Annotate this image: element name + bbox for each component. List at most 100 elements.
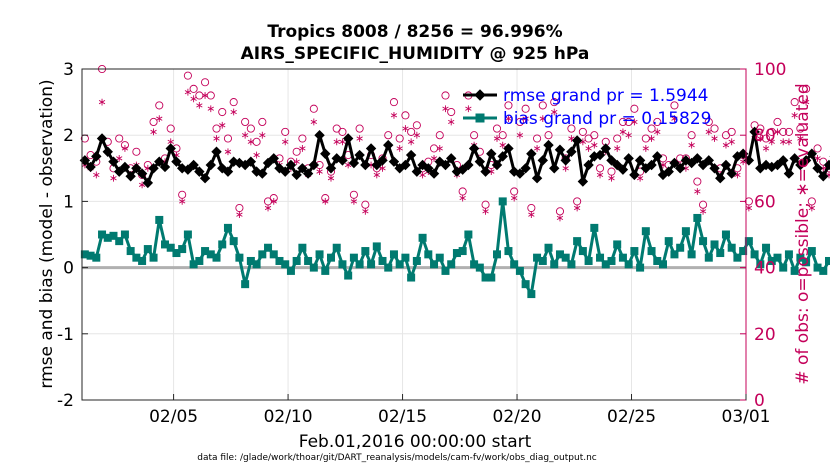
bias-point <box>487 273 496 282</box>
rmse-point <box>606 155 617 166</box>
obs-evaluated-marker <box>93 171 100 179</box>
obs-possible-marker <box>670 101 679 110</box>
obs-evaluated-marker <box>333 138 340 146</box>
obs-evaluated-marker <box>528 211 535 219</box>
obs-possible-marker <box>412 121 421 130</box>
bias-point <box>561 253 570 262</box>
bias-point <box>584 256 593 265</box>
bias-point <box>515 266 524 275</box>
obs-possible-marker <box>223 134 233 143</box>
legend-label-bias: bias grand pr = 0.15829 <box>503 109 712 129</box>
rmse-point <box>279 166 291 177</box>
x-axis-tick-label: 02/10 <box>264 407 313 427</box>
rmse-point <box>228 156 239 167</box>
bias-point <box>819 266 828 275</box>
obs-evaluated-marker <box>780 138 787 146</box>
rmse-point <box>709 163 720 174</box>
obs-evaluated-marker <box>293 158 300 166</box>
obs-evaluated-marker <box>316 168 323 176</box>
obs-possible-marker <box>544 131 553 140</box>
rmse-point <box>377 155 388 166</box>
bias-point <box>676 243 685 252</box>
rmse-point <box>354 149 365 161</box>
obs-evaluated-marker <box>373 171 380 179</box>
rmse-point <box>463 159 474 171</box>
rmse-point <box>245 156 257 167</box>
x-axis-tick-label: 02/05 <box>149 407 198 427</box>
obs-possible-marker <box>630 104 639 113</box>
bias-point <box>269 250 278 259</box>
rmse-point <box>623 153 634 164</box>
obs-evaluated-marker <box>196 102 203 109</box>
bias-point <box>762 243 771 252</box>
rmse-series <box>79 126 830 189</box>
obs-evaluated-marker <box>762 145 770 152</box>
bias-point <box>229 237 238 246</box>
rmse-point <box>686 157 697 169</box>
obs-evaluated-marker <box>768 138 775 146</box>
x-axis-tick-label: 02/20 <box>493 407 542 427</box>
obs-evaluated-marker <box>413 131 421 139</box>
obs-possible-marker <box>206 91 215 100</box>
bias-point <box>687 250 696 259</box>
obs-possible-marker <box>613 134 622 143</box>
rmse-point <box>674 163 686 174</box>
bias-point <box>441 266 450 275</box>
rmse-point <box>308 159 320 171</box>
x-axis-tick-label: 02/15 <box>378 407 427 427</box>
obs-possible-marker <box>779 127 788 136</box>
bias-point <box>727 243 736 252</box>
obs-possible-marker <box>338 127 347 136</box>
bias-point <box>739 247 748 256</box>
rmse-point <box>669 157 680 169</box>
obs-possible-marker <box>504 101 513 110</box>
bias-point <box>464 230 473 239</box>
bias-point <box>773 253 782 262</box>
rmse-point <box>91 151 102 162</box>
right-axis-tick-label: 60 <box>754 192 776 212</box>
obs-evaluated-marker <box>774 128 781 136</box>
obs-possible-marker <box>429 144 439 153</box>
obs-evaluated-marker <box>745 204 753 212</box>
bias-point <box>704 253 713 262</box>
bias-point <box>264 243 273 252</box>
rmse-point <box>600 143 611 154</box>
obs-possible-marker <box>538 101 547 110</box>
obs-possible-marker <box>218 107 227 117</box>
rmse-point <box>560 155 571 166</box>
bias-point <box>241 280 250 289</box>
obs-possible-marker <box>687 131 696 140</box>
bias-point <box>498 197 507 206</box>
legend-marker-rmse <box>474 89 486 101</box>
obs-evaluated-marker <box>407 138 415 146</box>
rmse-point <box>720 159 732 171</box>
bias-point <box>143 245 152 254</box>
chart-title-line1: Tropics 8008 / 8256 = 96.996% <box>267 22 562 42</box>
rmse-point <box>800 155 812 166</box>
bias-point <box>298 243 307 252</box>
obs-evaluated-marker <box>591 141 598 149</box>
bias-point <box>252 260 261 269</box>
rmse-point <box>445 153 457 164</box>
rmse-point <box>211 146 222 157</box>
bias-point <box>802 258 811 267</box>
obs-possible-marker <box>550 98 559 107</box>
obs-possible-marker <box>201 78 210 87</box>
x-axis: 02/05 02/10 02/15 02/20 02/25 03/01 <box>149 394 771 427</box>
bias-point <box>367 260 376 269</box>
obs-evaluated-marker <box>608 174 615 182</box>
obs-evaluated-marker <box>625 131 632 139</box>
rmse-point <box>818 171 829 182</box>
rmse-point <box>383 139 394 151</box>
bias-point <box>149 253 158 262</box>
bias-point <box>630 247 639 256</box>
obs-evaluated-marker <box>808 204 815 212</box>
rmse-point <box>222 166 234 177</box>
obs-evaluated-marker <box>282 138 289 146</box>
rmse-point <box>474 156 486 167</box>
left-axis-tick-label: 2 <box>63 126 74 146</box>
obs-evaluated-marker <box>482 207 489 215</box>
rmse-point <box>789 153 800 164</box>
legend-marker-bias <box>475 113 485 123</box>
